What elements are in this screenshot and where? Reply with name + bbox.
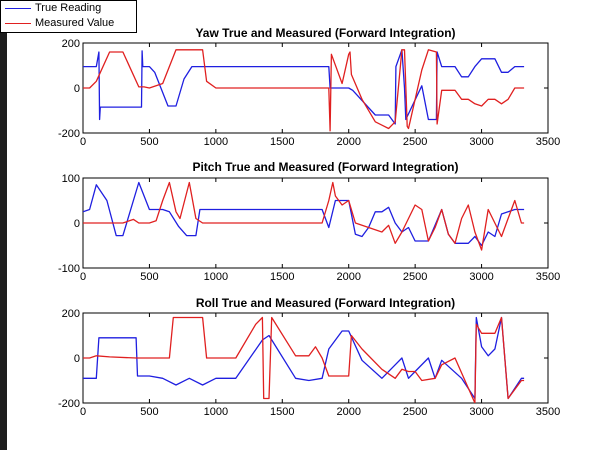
- roll-ytick-label: 0: [74, 353, 80, 365]
- legend-entry-true: True Reading: [1, 1, 136, 16]
- legend-line-true: [5, 8, 31, 9]
- roll-ytick-label: -200: [58, 398, 80, 410]
- roll-xtick-label: 2500: [403, 406, 427, 418]
- yaw-ytick-label: 200: [62, 38, 80, 50]
- pitch-ytick-label: -100: [58, 263, 80, 275]
- yaw-xtick-label: 1500: [270, 136, 294, 148]
- yaw-xtick-label: 1000: [204, 136, 228, 148]
- pitch-xtick-label: 3500: [536, 271, 560, 283]
- pitch-xtick-label: 500: [140, 271, 158, 283]
- legend: True Reading Measured Value: [0, 0, 137, 33]
- pitch-xtick-label: 1500: [270, 271, 294, 283]
- yaw-ytick-label: 0: [74, 83, 80, 95]
- yaw-title: Yaw True and Measured (Forward Integrati…: [195, 26, 455, 40]
- roll-ytick-label: 200: [62, 308, 80, 320]
- pitch-xtick-label: 2500: [403, 271, 427, 283]
- roll-xtick-label: 0: [80, 406, 86, 418]
- roll-chart: Roll True and Measured (Forward Integrat…: [58, 296, 560, 418]
- pitch-title: Pitch True and Measured (Forward Integra…: [192, 160, 458, 174]
- pitch-xtick-label: 0: [80, 271, 86, 283]
- legend-line-measured: [5, 23, 31, 24]
- pitch-series-true: [83, 181, 525, 247]
- pitch-xtick-label: 1000: [204, 271, 228, 283]
- legend-label-true: True Reading: [35, 2, 102, 14]
- yaw-series-measured: [83, 49, 525, 132]
- roll-title: Roll True and Measured (Forward Integrat…: [196, 296, 455, 310]
- roll-xtick-label: 3000: [469, 406, 493, 418]
- yaw-xtick-label: 3000: [469, 136, 493, 148]
- legend-entry-measured: Measured Value: [1, 16, 136, 31]
- left-window-edge: [0, 0, 7, 450]
- roll-xtick-label: 1000: [204, 406, 228, 418]
- pitch-xtick-label: 3000: [469, 271, 493, 283]
- yaw-xtick-label: 500: [140, 136, 158, 148]
- roll-xtick-label: 2000: [336, 406, 360, 418]
- pitch-ytick-label: 100: [62, 173, 80, 185]
- yaw-ytick-label: -200: [58, 128, 80, 140]
- pitch-chart: Pitch True and Measured (Forward Integra…: [58, 160, 560, 283]
- roll-series-true: [83, 316, 525, 400]
- pitch-series-measured: [83, 181, 525, 251]
- roll-xtick-label: 500: [140, 406, 158, 418]
- yaw-xtick-label: 2000: [336, 136, 360, 148]
- pitch-xtick-label: 2000: [336, 271, 360, 283]
- yaw-xtick-label: 0: [80, 136, 86, 148]
- yaw-chart: Yaw True and Measured (Forward Integrati…: [58, 26, 560, 148]
- yaw-xtick-label: 3500: [536, 136, 560, 148]
- pitch-ytick-label: 0: [74, 218, 80, 230]
- roll-xtick-label: 3500: [536, 406, 560, 418]
- legend-label-measured: Measured Value: [35, 17, 115, 29]
- yaw-xtick-label: 2500: [403, 136, 427, 148]
- roll-series-measured: [83, 316, 525, 403]
- roll-xtick-label: 1500: [270, 406, 294, 418]
- yaw-series-true: [83, 49, 525, 125]
